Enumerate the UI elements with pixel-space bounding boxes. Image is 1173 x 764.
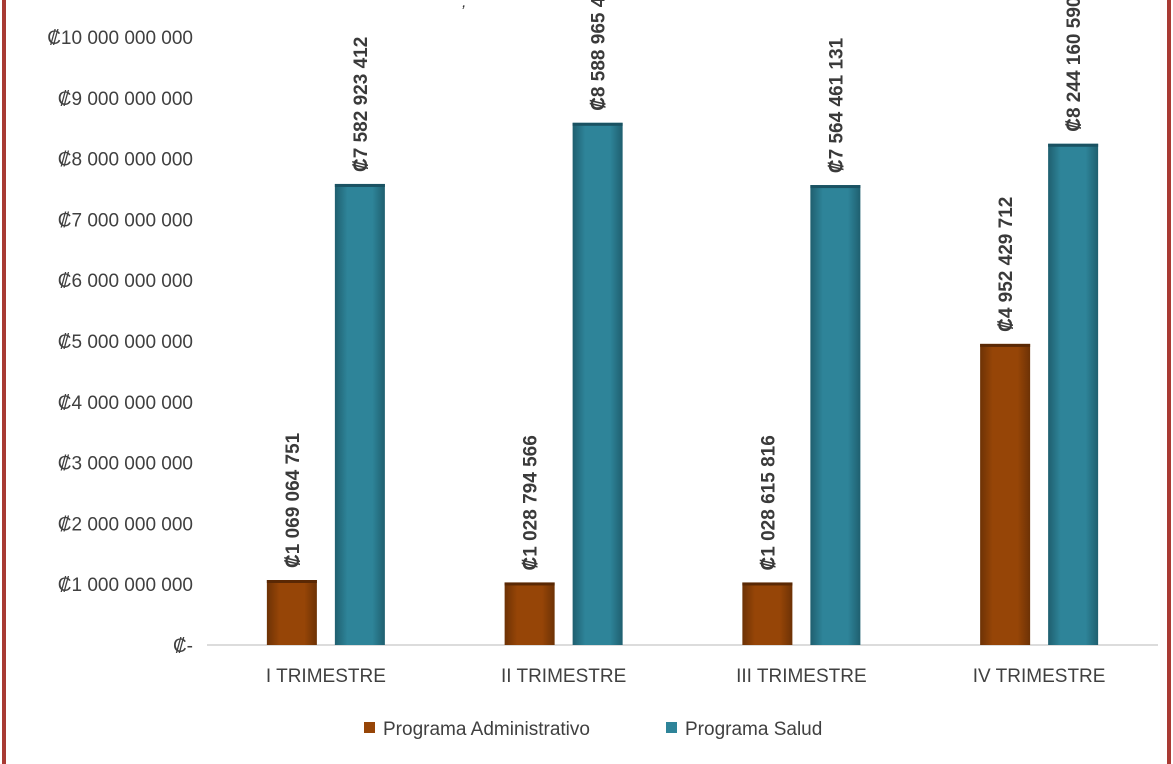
y-tick-label: ₡7 000 000 000 [58, 210, 193, 231]
bar-top-edge [504, 582, 555, 586]
cropped-title-fragment: , [462, 0, 466, 11]
legend-swatch [666, 722, 677, 733]
bar-top-edge [572, 122, 623, 126]
y-tick-label: ₡6 000 000 000 [58, 271, 193, 292]
data-label: ₡1 028 615 816 [758, 435, 779, 570]
legend-label: Programa Salud [685, 719, 822, 740]
y-tick-label: ₡- [173, 636, 193, 657]
x-tick-label: II TRIMESTRE [501, 666, 626, 687]
plot-area: ₡- ₡1 000 000 000 ₡2 000 000 000 ₡3 000 000… [47, 0, 1158, 687]
bar-top-edge [742, 582, 793, 586]
y-tick-label: ₡2 000 000 000 [58, 514, 193, 535]
bar [980, 343, 1031, 645]
bar [266, 580, 317, 645]
bar [1048, 143, 1099, 645]
y-tick-label: ₡8 000 000 000 [58, 150, 193, 171]
y-tick-label: ₡5 000 000 000 [58, 332, 193, 353]
bar [810, 185, 861, 646]
y-tick-label: ₡3 000 000 000 [58, 454, 193, 475]
data-label: ₡1 028 794 566 [521, 435, 542, 570]
data-label: ₡8 244 160 590 [1064, 0, 1085, 132]
data-label: ₡1 069 064 751 [283, 432, 304, 568]
bar [742, 582, 793, 645]
bar-top-edge [810, 185, 861, 189]
legend-label: Programa Administrativo [383, 719, 590, 740]
legend: Programa Administrativo Programa Salud [364, 719, 822, 740]
bar [572, 122, 623, 646]
x-tick-label: IV TRIMESTRE [973, 666, 1106, 687]
legend-swatch [364, 722, 375, 733]
data-label: ₡8 588 965 482 [589, 0, 610, 111]
y-tick-label: ₡9 000 000 000 [58, 89, 193, 110]
bar-top-edge [334, 183, 385, 187]
bar-top-edge [980, 343, 1031, 347]
y-tick-label: ₡4 000 000 000 [58, 393, 193, 414]
bar-top-edge [1048, 143, 1099, 147]
bar [504, 582, 555, 645]
x-tick-label: I TRIMESTRE [266, 666, 386, 687]
x-tick-label: III TRIMESTRE [736, 666, 867, 687]
data-label: ₡7 564 461 131 [826, 37, 847, 173]
bar-top-edge [266, 580, 317, 584]
y-tick-label: ₡10 000 000 000 [47, 28, 193, 49]
data-label: ₡7 582 923 412 [351, 37, 372, 172]
data-label: ₡4 952 429 712 [996, 197, 1017, 332]
y-tick-label: ₡1 000 000 000 [58, 575, 193, 596]
bar [334, 183, 385, 645]
